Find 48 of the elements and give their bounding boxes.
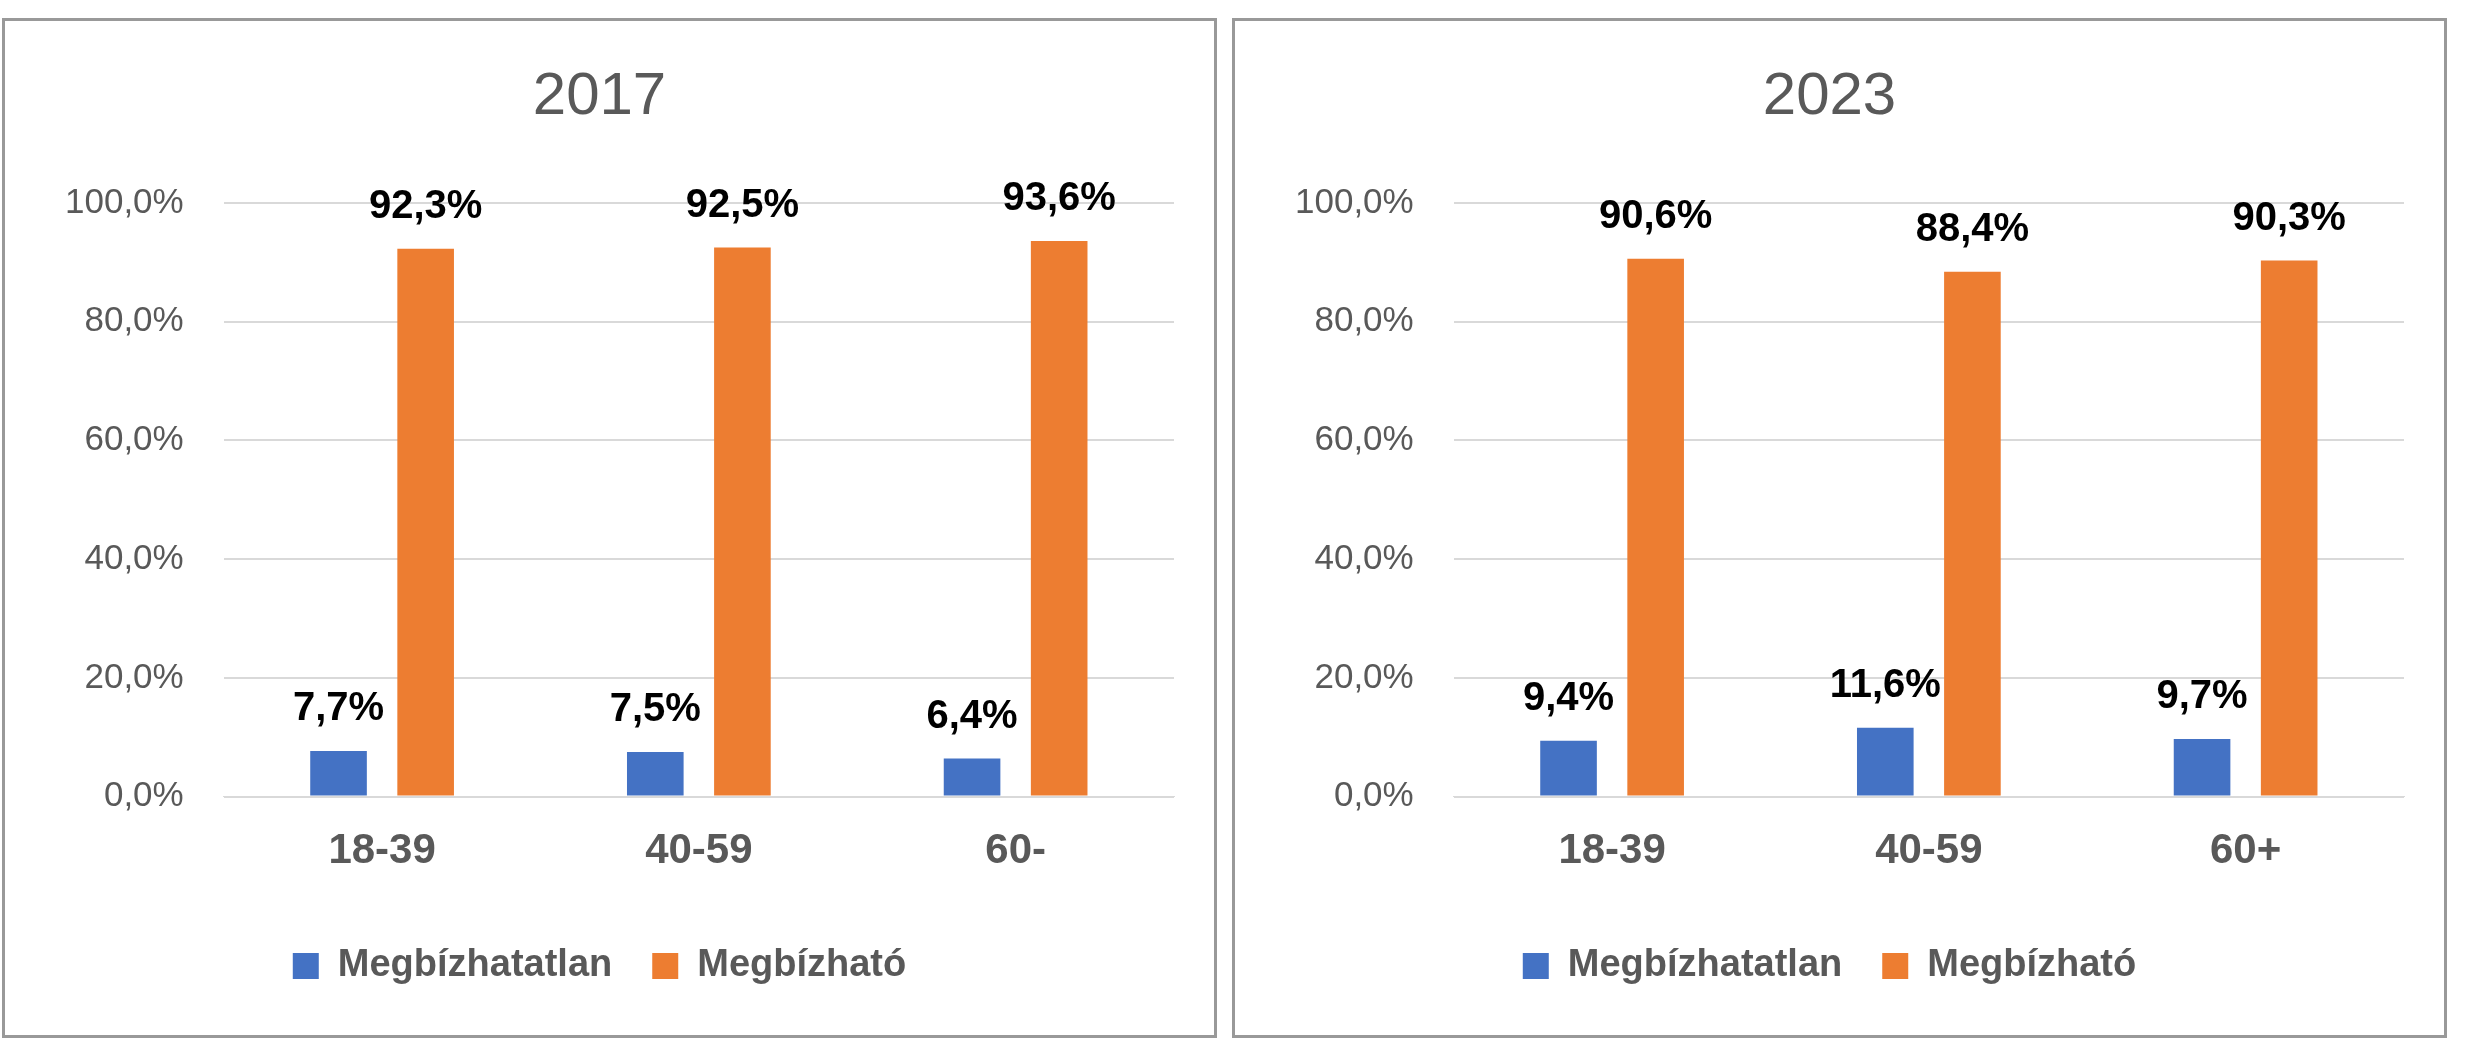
bar <box>397 248 454 796</box>
bar <box>714 247 771 796</box>
bar <box>1627 258 1684 796</box>
x-tick-label: 18-39 <box>1558 825 1666 873</box>
data-label: 11,6% <box>1829 660 1941 705</box>
chart-title: 2017 <box>532 59 667 127</box>
y-tick-label: 20,0% <box>84 655 184 695</box>
data-label: 88,4% <box>1915 204 2030 249</box>
legend-label: Megbízható <box>697 942 907 985</box>
data-label: 9,7% <box>2156 672 2248 717</box>
y-tick-label: 0,0% <box>1333 774 1414 814</box>
x-tick-label: 60+ <box>2209 825 2282 873</box>
x-tick-label: 60- <box>985 825 1046 873</box>
y-tick-label: 40,0% <box>1314 536 1414 576</box>
chart-title: 2023 <box>1762 59 1897 127</box>
data-label: 90,3% <box>2232 193 2346 238</box>
x-tick-label: 40-59 <box>1875 825 1983 873</box>
data-label: 7,7% <box>292 683 385 728</box>
y-tick-label: 60,0% <box>84 418 184 458</box>
data-label: 92,5% <box>685 180 800 225</box>
y-tick-label: 40,0% <box>84 536 184 576</box>
legend-label: Megbízhatatlan <box>337 942 613 985</box>
bar <box>1540 740 1597 796</box>
y-tick-label: 100,0% <box>1294 180 1414 220</box>
bar <box>2173 739 2231 796</box>
y-tick-label: 80,0% <box>84 299 184 339</box>
y-tick-label: 80,0% <box>1314 299 1414 339</box>
bar <box>1944 271 2001 796</box>
y-tick-label: 20,0% <box>1314 655 1414 695</box>
x-tick-label: 18-39 <box>328 825 436 873</box>
data-label: 6,4% <box>926 691 1018 736</box>
x-tick-label: 40-59 <box>645 825 753 873</box>
bar <box>1030 240 1088 796</box>
legend-label: Megbízhatatlan <box>1567 942 1843 985</box>
legend-label: Megbízható <box>1927 942 2137 985</box>
y-tick-label: 60,0% <box>1314 418 1414 458</box>
data-label: 93,6% <box>1002 174 1116 219</box>
bar <box>1856 727 1914 796</box>
bar <box>626 752 684 796</box>
y-tick-label: 0,0% <box>103 774 184 814</box>
bar <box>943 758 1001 796</box>
data-label: 7,5% <box>609 685 701 730</box>
bar <box>2260 260 2318 796</box>
y-tick-label: 100,0% <box>64 180 184 220</box>
data-label: 90,6% <box>1598 191 1713 236</box>
data-label: 9,4% <box>1522 673 1615 718</box>
bar <box>310 750 367 796</box>
data-label: 92,3% <box>368 181 483 226</box>
